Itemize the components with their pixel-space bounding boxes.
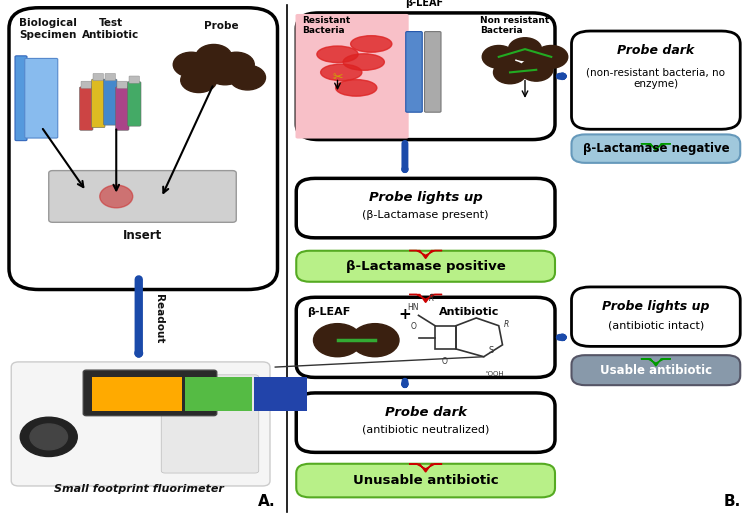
Polygon shape [410, 251, 442, 258]
FancyBboxPatch shape [296, 251, 555, 282]
Polygon shape [640, 359, 670, 366]
FancyBboxPatch shape [92, 79, 105, 128]
Ellipse shape [336, 80, 376, 96]
FancyBboxPatch shape [296, 178, 555, 238]
FancyBboxPatch shape [572, 355, 740, 385]
Circle shape [181, 68, 217, 93]
FancyBboxPatch shape [117, 81, 128, 88]
FancyBboxPatch shape [83, 370, 217, 416]
FancyBboxPatch shape [184, 377, 252, 411]
Circle shape [535, 45, 568, 68]
Text: (non-resistant bacteria, no
enzyme): (non-resistant bacteria, no enzyme) [586, 67, 725, 89]
Text: S: S [489, 345, 494, 355]
FancyBboxPatch shape [296, 297, 555, 377]
Text: Test
Antibiotic: Test Antibiotic [82, 18, 140, 40]
Polygon shape [410, 464, 442, 472]
Polygon shape [410, 295, 442, 302]
FancyBboxPatch shape [296, 464, 555, 497]
FancyBboxPatch shape [572, 31, 740, 129]
Text: (antibiotic intact): (antibiotic intact) [608, 321, 704, 330]
Text: O: O [411, 322, 417, 331]
Circle shape [494, 61, 526, 84]
FancyBboxPatch shape [406, 32, 422, 112]
FancyBboxPatch shape [128, 82, 141, 126]
Text: (antibiotic neutralized): (antibiotic neutralized) [362, 425, 489, 435]
Text: Probe lights up: Probe lights up [602, 300, 709, 313]
Text: β-Lactamase positive: β-Lactamase positive [346, 260, 506, 273]
FancyBboxPatch shape [129, 76, 140, 83]
FancyBboxPatch shape [80, 87, 93, 130]
Text: Unusable antibiotic: Unusable antibiotic [352, 474, 499, 487]
Text: Probe lights up: Probe lights up [369, 191, 482, 204]
Ellipse shape [321, 64, 362, 81]
Ellipse shape [350, 36, 392, 52]
FancyBboxPatch shape [572, 134, 740, 163]
Circle shape [520, 58, 553, 81]
Circle shape [100, 185, 133, 208]
Circle shape [30, 424, 68, 450]
Text: O: O [442, 357, 448, 366]
Circle shape [173, 52, 209, 77]
Circle shape [351, 324, 399, 357]
Text: ✂: ✂ [332, 71, 343, 84]
FancyBboxPatch shape [296, 13, 555, 140]
FancyBboxPatch shape [25, 58, 58, 138]
FancyBboxPatch shape [15, 56, 27, 141]
FancyBboxPatch shape [11, 362, 270, 486]
Circle shape [196, 44, 232, 69]
Ellipse shape [343, 54, 384, 70]
Text: β-LEAF: β-LEAF [308, 307, 351, 316]
Text: β-LEAF: β-LEAF [405, 0, 442, 8]
Circle shape [314, 324, 362, 357]
FancyBboxPatch shape [9, 8, 278, 290]
FancyBboxPatch shape [424, 32, 441, 112]
Text: β-Lactamase negative: β-Lactamase negative [583, 142, 729, 155]
Text: ᶜOOH: ᶜOOH [486, 371, 505, 377]
FancyBboxPatch shape [93, 73, 104, 81]
Text: Non resistant
Bacteria: Non resistant Bacteria [480, 16, 549, 35]
Circle shape [218, 52, 254, 77]
FancyBboxPatch shape [296, 14, 409, 139]
FancyBboxPatch shape [92, 377, 182, 411]
Text: HN: HN [406, 303, 418, 312]
FancyBboxPatch shape [104, 79, 117, 125]
Text: A.: A. [258, 494, 276, 509]
FancyBboxPatch shape [296, 393, 555, 452]
Text: Usable antibiotic: Usable antibiotic [600, 363, 712, 377]
Circle shape [20, 417, 77, 457]
Text: Antibiotic: Antibiotic [439, 307, 500, 316]
Circle shape [207, 60, 243, 85]
Text: Probe dark: Probe dark [385, 406, 466, 419]
Text: B.: B. [724, 494, 741, 509]
Text: Small footprint fluorimeter: Small footprint fluorimeter [54, 484, 223, 494]
Text: Insert: Insert [123, 229, 162, 241]
FancyBboxPatch shape [81, 81, 92, 88]
Circle shape [509, 38, 542, 60]
FancyBboxPatch shape [161, 375, 259, 473]
Text: Resistant
Bacteria: Resistant Bacteria [302, 16, 350, 35]
FancyBboxPatch shape [254, 377, 307, 411]
Text: Probe dark: Probe dark [617, 44, 695, 57]
Circle shape [230, 65, 266, 90]
FancyBboxPatch shape [116, 87, 129, 130]
Text: Readout: Readout [154, 294, 164, 344]
Text: Biological
Specimen: Biological Specimen [19, 18, 76, 40]
Text: R: R [429, 295, 433, 303]
FancyBboxPatch shape [572, 287, 740, 346]
Polygon shape [640, 144, 670, 151]
Text: (β-Lactamase present): (β-Lactamase present) [362, 210, 489, 220]
FancyBboxPatch shape [105, 73, 116, 81]
Text: +: + [399, 307, 411, 322]
FancyBboxPatch shape [49, 171, 236, 222]
Circle shape [482, 45, 515, 68]
Text: R: R [504, 320, 509, 329]
Ellipse shape [316, 46, 358, 63]
Text: Probe: Probe [204, 21, 238, 31]
